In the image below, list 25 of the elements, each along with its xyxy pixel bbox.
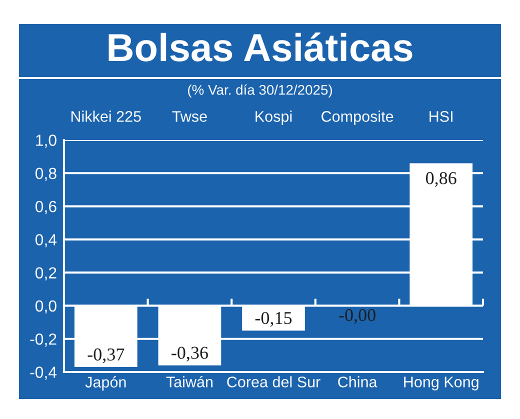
y-tick-label: 0,2 [35, 267, 56, 280]
y-tick-label: 1,0 [36, 134, 56, 148]
text: Nikkei 225 [71, 110, 141, 122]
data-label: -0,37 [88, 348, 124, 364]
x-tick-label: China [338, 376, 378, 388]
data-label: -0,00 [339, 309, 376, 324]
chart-title: Bolsas Asiáticas [108, 32, 412, 62]
x-tick-label: Corea del Sur [227, 376, 320, 388]
text: HSI [430, 111, 452, 122]
chart-subtitle: (% Var. día 30/12/2025) [188, 84, 332, 98]
text: Kospi [256, 110, 292, 125]
y-tick-label: 0,8 [35, 168, 56, 181]
text: Twse [172, 111, 207, 122]
x-tick-label: Japón [85, 376, 126, 391]
y-tick-label: 0,6 [35, 200, 56, 214]
y-tick-label: 0,4 [35, 234, 57, 248]
x-tick-label: Taiwán [166, 376, 212, 388]
x-tick-label: Hong Kong [404, 376, 478, 390]
data-label: 0,86 [426, 172, 456, 187]
y-tick-label: 0,0 [35, 300, 56, 314]
text: Composite [322, 110, 394, 125]
y-tick-label: -0,4 [30, 366, 57, 380]
y-tick-label: -0,2 [30, 333, 56, 347]
data-label: -0,36 [172, 346, 208, 362]
data-label: -0,15 [255, 312, 292, 327]
